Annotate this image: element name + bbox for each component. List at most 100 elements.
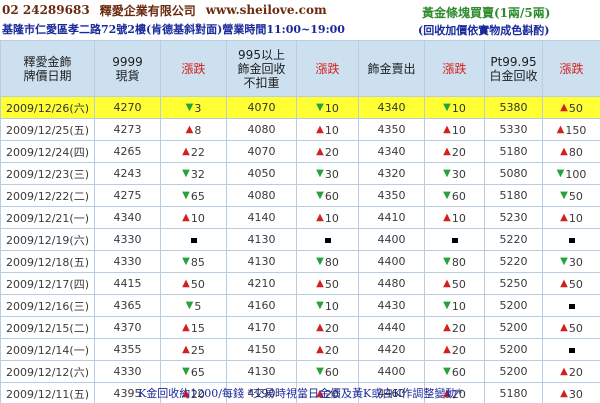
recycle-change-cell: ▼ 60 — [296, 184, 359, 207]
no-change-icon — [568, 348, 575, 353]
gold-change-cell: ▲ 8 — [160, 118, 227, 141]
sell-price-cell: 4400 — [358, 250, 425, 273]
platinum-change-cell: ▲ 30 — [542, 382, 600, 403]
change-indicator: ▼ 80 — [316, 256, 339, 269]
sell-change-cell: ▼ 30 — [424, 162, 485, 185]
up-triangle-icon: ▲ — [182, 212, 190, 224]
change-value: 20 — [568, 365, 583, 379]
change-indicator: ▼ 65 — [182, 366, 205, 379]
recycle-price-cell: 4210 — [226, 272, 297, 295]
change-indicator: ▼ 10 — [316, 102, 339, 115]
recycle-change-cell: ▲ 20 — [296, 140, 359, 163]
change-value: 20 — [451, 321, 466, 335]
promo-title: 黃金條塊買賣(1兩/5兩) — [422, 6, 551, 20]
sell-price-cell: 4410 — [358, 206, 425, 229]
up-triangle-icon: ▲ — [316, 212, 324, 224]
platinum-change-cell: ▲ 20 — [542, 360, 600, 383]
up-triangle-icon: ▲ — [182, 344, 190, 356]
down-triangle-icon: ▼ — [316, 300, 324, 312]
recycle-price-cell: 4130 — [226, 228, 297, 251]
sell-price-cell: 4430 — [358, 294, 425, 317]
change-indicator: ▲ 10 — [182, 212, 205, 225]
sell-change-cell: ▲ 20 — [424, 140, 485, 163]
col-platinum-header: Pt99.95 白金回收 — [484, 40, 543, 97]
no-change-icon — [568, 238, 575, 243]
change-value: 10 — [568, 211, 583, 225]
platinum-change-cell — [542, 338, 600, 361]
price-rows: 2009/12/26(六) 4270 ▼ 3 4070 ▼ 10 4340 ▼ 10 5380 ▲ 50… — [0, 96, 600, 403]
change-indicator: ▲ 150 — [557, 124, 587, 137]
up-triangle-icon: ▲ — [182, 278, 190, 290]
sell-price-cell: 4420 — [358, 338, 425, 361]
table-row: 2009/12/17(四) 4415 ▲ 50 4210 ▲ 50 4480 ▲ 50 5250 ▲ 5… — [0, 272, 600, 295]
up-triangle-icon: ▲ — [316, 146, 324, 158]
change-indicator: ▼ 30 — [443, 168, 466, 181]
up-triangle-icon: ▲ — [443, 212, 451, 224]
change-indicator: ▲ 20 — [316, 344, 339, 357]
change-indicator: ▼ 60 — [443, 366, 466, 379]
col-recycle-header: 995以上 飾金回收 不扣重 — [226, 40, 297, 97]
sell-price-cell: 4350 — [358, 118, 425, 141]
platinum-change-cell: ▲ 50 — [542, 96, 600, 119]
col-change3-label: 漲跌 — [442, 61, 467, 76]
platinum-change-cell: ▲ 150 — [542, 118, 600, 141]
change-indicator: ▼ 60 — [316, 190, 339, 203]
change-indicator — [568, 348, 575, 353]
change-indicator — [451, 238, 458, 243]
recycle-price-cell: 4070 — [226, 140, 297, 163]
change-indicator: ▼ 10 — [443, 300, 466, 313]
up-triangle-icon: ▲ — [443, 344, 451, 356]
up-triangle-icon: ▲ — [560, 212, 568, 224]
header-row: 釋愛金飾 牌價日期 9999 現貨 漲跌 995以上 飾金回收 不扣重 漲跌 飾… — [0, 40, 600, 97]
down-triangle-icon: ▼ — [185, 300, 194, 312]
change-value: 25 — [190, 343, 205, 357]
change-value: 50 — [568, 101, 583, 115]
down-triangle-icon: ▼ — [560, 190, 568, 202]
change-value: 20 — [451, 387, 466, 401]
col-change1-header: 漲跌 — [160, 40, 227, 97]
change-indicator: ▲ 10 — [560, 212, 583, 225]
gold-change-cell: ▼ 65 — [160, 360, 227, 383]
down-triangle-icon: ▼ — [182, 256, 190, 268]
website-link[interactable]: www.sheilove.com — [205, 3, 327, 17]
gold-change-cell: ▼ 85 — [160, 250, 227, 273]
promo-note: (回收加價依實物成色斟酌) — [418, 24, 550, 37]
col-recycle-label: 995以上 飾金回收 不扣重 — [237, 47, 286, 90]
change-indicator: ▲ 20 — [443, 322, 466, 335]
gold-price-cell: 4330 — [94, 228, 161, 251]
col-change4-label: 漲跌 — [559, 61, 584, 76]
change-indicator: ▲ 20 — [316, 388, 339, 401]
gold-change-cell: ▲ 50 — [160, 272, 227, 295]
gold-change-cell: ▼ 3 — [160, 96, 227, 119]
recycle-price-cell: 4080 — [226, 184, 297, 207]
col-gold-label: 9999 現貨 — [112, 54, 143, 83]
gold-price-cell: 4365 — [94, 294, 161, 317]
change-indicator: ▼ 65 — [182, 190, 205, 203]
gold-change-cell: ▲ 25 — [160, 338, 227, 361]
platinum-change-cell — [542, 228, 600, 251]
change-indicator: ▲ 10 — [316, 212, 339, 225]
gold-price-cell: 4275 — [94, 184, 161, 207]
gold-price-cell: 4273 — [94, 118, 161, 141]
col-platinum-label: Pt99.95 白金回收 — [489, 54, 538, 83]
change-value: 50 — [568, 321, 583, 335]
table-row: 2009/12/15(二) 4370 ▲ 15 4170 ▲ 20 4440 ▲ 20 5200 ▲ 5… — [0, 316, 600, 339]
change-value: 60 — [451, 189, 466, 203]
recycle-price-cell: 4170 — [226, 316, 297, 339]
change-value: 10 — [324, 211, 339, 225]
change-indicator: ▲ 8 — [186, 124, 202, 137]
up-triangle-icon: ▲ — [560, 146, 568, 158]
down-triangle-icon: ▼ — [556, 168, 565, 180]
change-indicator — [568, 304, 575, 309]
date-cell: 2009/12/14(一) — [0, 338, 95, 361]
col-change3-header: 漲跌 — [424, 40, 485, 97]
change-indicator: ▲ 50 — [560, 322, 583, 335]
down-triangle-icon: ▼ — [182, 366, 190, 378]
contact-line: 02 24289683 釋愛企業有限公司 www.sheilove.com — [2, 2, 337, 18]
change-value: 20 — [190, 387, 205, 401]
platinum-price-cell: 5200 — [484, 316, 543, 339]
gold-change-cell: ▼ 5 — [160, 294, 227, 317]
change-value: 10 — [324, 299, 339, 313]
change-indicator: ▲ 22 — [182, 146, 205, 159]
recycle-change-cell: ▲ 20 — [296, 316, 359, 339]
